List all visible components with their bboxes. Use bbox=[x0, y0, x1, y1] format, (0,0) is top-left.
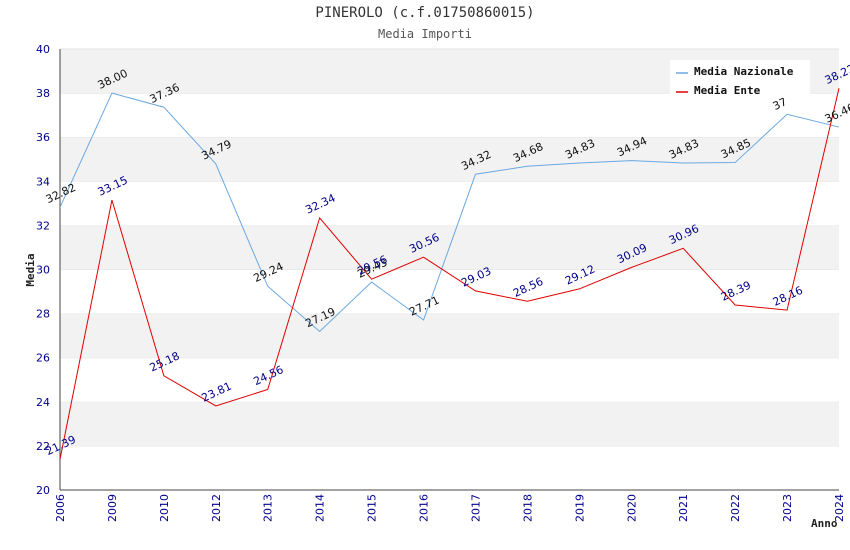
x-tick-label: 2010 bbox=[158, 494, 171, 522]
grid-band bbox=[60, 313, 839, 358]
legend: Media Nazionale Media Ente bbox=[670, 60, 810, 98]
series-lines bbox=[59, 88, 840, 460]
y-tick-label: 32 bbox=[36, 219, 50, 232]
axes bbox=[59, 49, 839, 491]
y-tick-label: 24 bbox=[36, 396, 50, 409]
grid-band bbox=[60, 357, 839, 402]
series-line-ente bbox=[59, 88, 840, 460]
x-tick-labels: 2006 2009 2010 2012 2013 2014 2015 2016 2017 2018… bbox=[54, 494, 846, 522]
x-tick-label: 2021 bbox=[677, 494, 690, 522]
grid-band bbox=[60, 93, 839, 138]
legend-label-nazionale: Media Nazionale bbox=[694, 65, 794, 78]
x-tick-label: 2009 bbox=[106, 494, 119, 522]
y-tick-label: 28 bbox=[36, 308, 50, 321]
data-label: 37 bbox=[771, 95, 789, 113]
y-tick-label: 34 bbox=[36, 175, 50, 188]
y-tick-label: 40 bbox=[36, 43, 50, 56]
x-tick-label: 2024 bbox=[833, 494, 846, 522]
chart-subtitle: Media Importi bbox=[378, 27, 472, 41]
x-axis-title: Anno bbox=[811, 517, 838, 530]
y-tick-label: 22 bbox=[36, 440, 50, 453]
x-tick-label: 2017 bbox=[469, 494, 482, 522]
x-tick-label: 2023 bbox=[781, 494, 794, 522]
x-tick-label: 2022 bbox=[729, 494, 742, 522]
y-tick-label: 26 bbox=[36, 352, 50, 365]
chart-title: PINEROLO (c.f.01750860015) bbox=[315, 5, 535, 21]
y-axis-title: Media bbox=[24, 253, 37, 286]
x-tick-label: 2020 bbox=[625, 494, 638, 522]
y-tick-labels: 20 22 24 26 28 30 32 34 36 38 40 bbox=[36, 43, 50, 497]
x-tick-label: 2015 bbox=[366, 494, 379, 522]
x-tick-label: 2012 bbox=[210, 494, 223, 522]
legend-label-ente: Media Ente bbox=[694, 84, 761, 97]
y-tick-label: 20 bbox=[36, 484, 50, 497]
grid-bands bbox=[60, 48, 839, 490]
grid-band bbox=[60, 401, 839, 446]
series-line-nazionale bbox=[59, 92, 840, 333]
x-tick-label: 2013 bbox=[262, 494, 275, 522]
grid-band bbox=[60, 181, 839, 226]
x-tick-label: 2016 bbox=[418, 494, 431, 522]
y-tick-label: 38 bbox=[36, 87, 50, 100]
x-tick-label: 2019 bbox=[573, 494, 586, 522]
grid-band bbox=[60, 137, 839, 182]
x-tick-label: 2014 bbox=[314, 494, 327, 522]
x-tick-label: 2006 bbox=[54, 494, 67, 522]
y-tick-label: 30 bbox=[36, 264, 50, 277]
grid-band bbox=[60, 445, 839, 490]
legend-box bbox=[670, 60, 810, 98]
x-tick-label: 2018 bbox=[521, 494, 534, 522]
y-tick-label: 36 bbox=[36, 131, 50, 144]
